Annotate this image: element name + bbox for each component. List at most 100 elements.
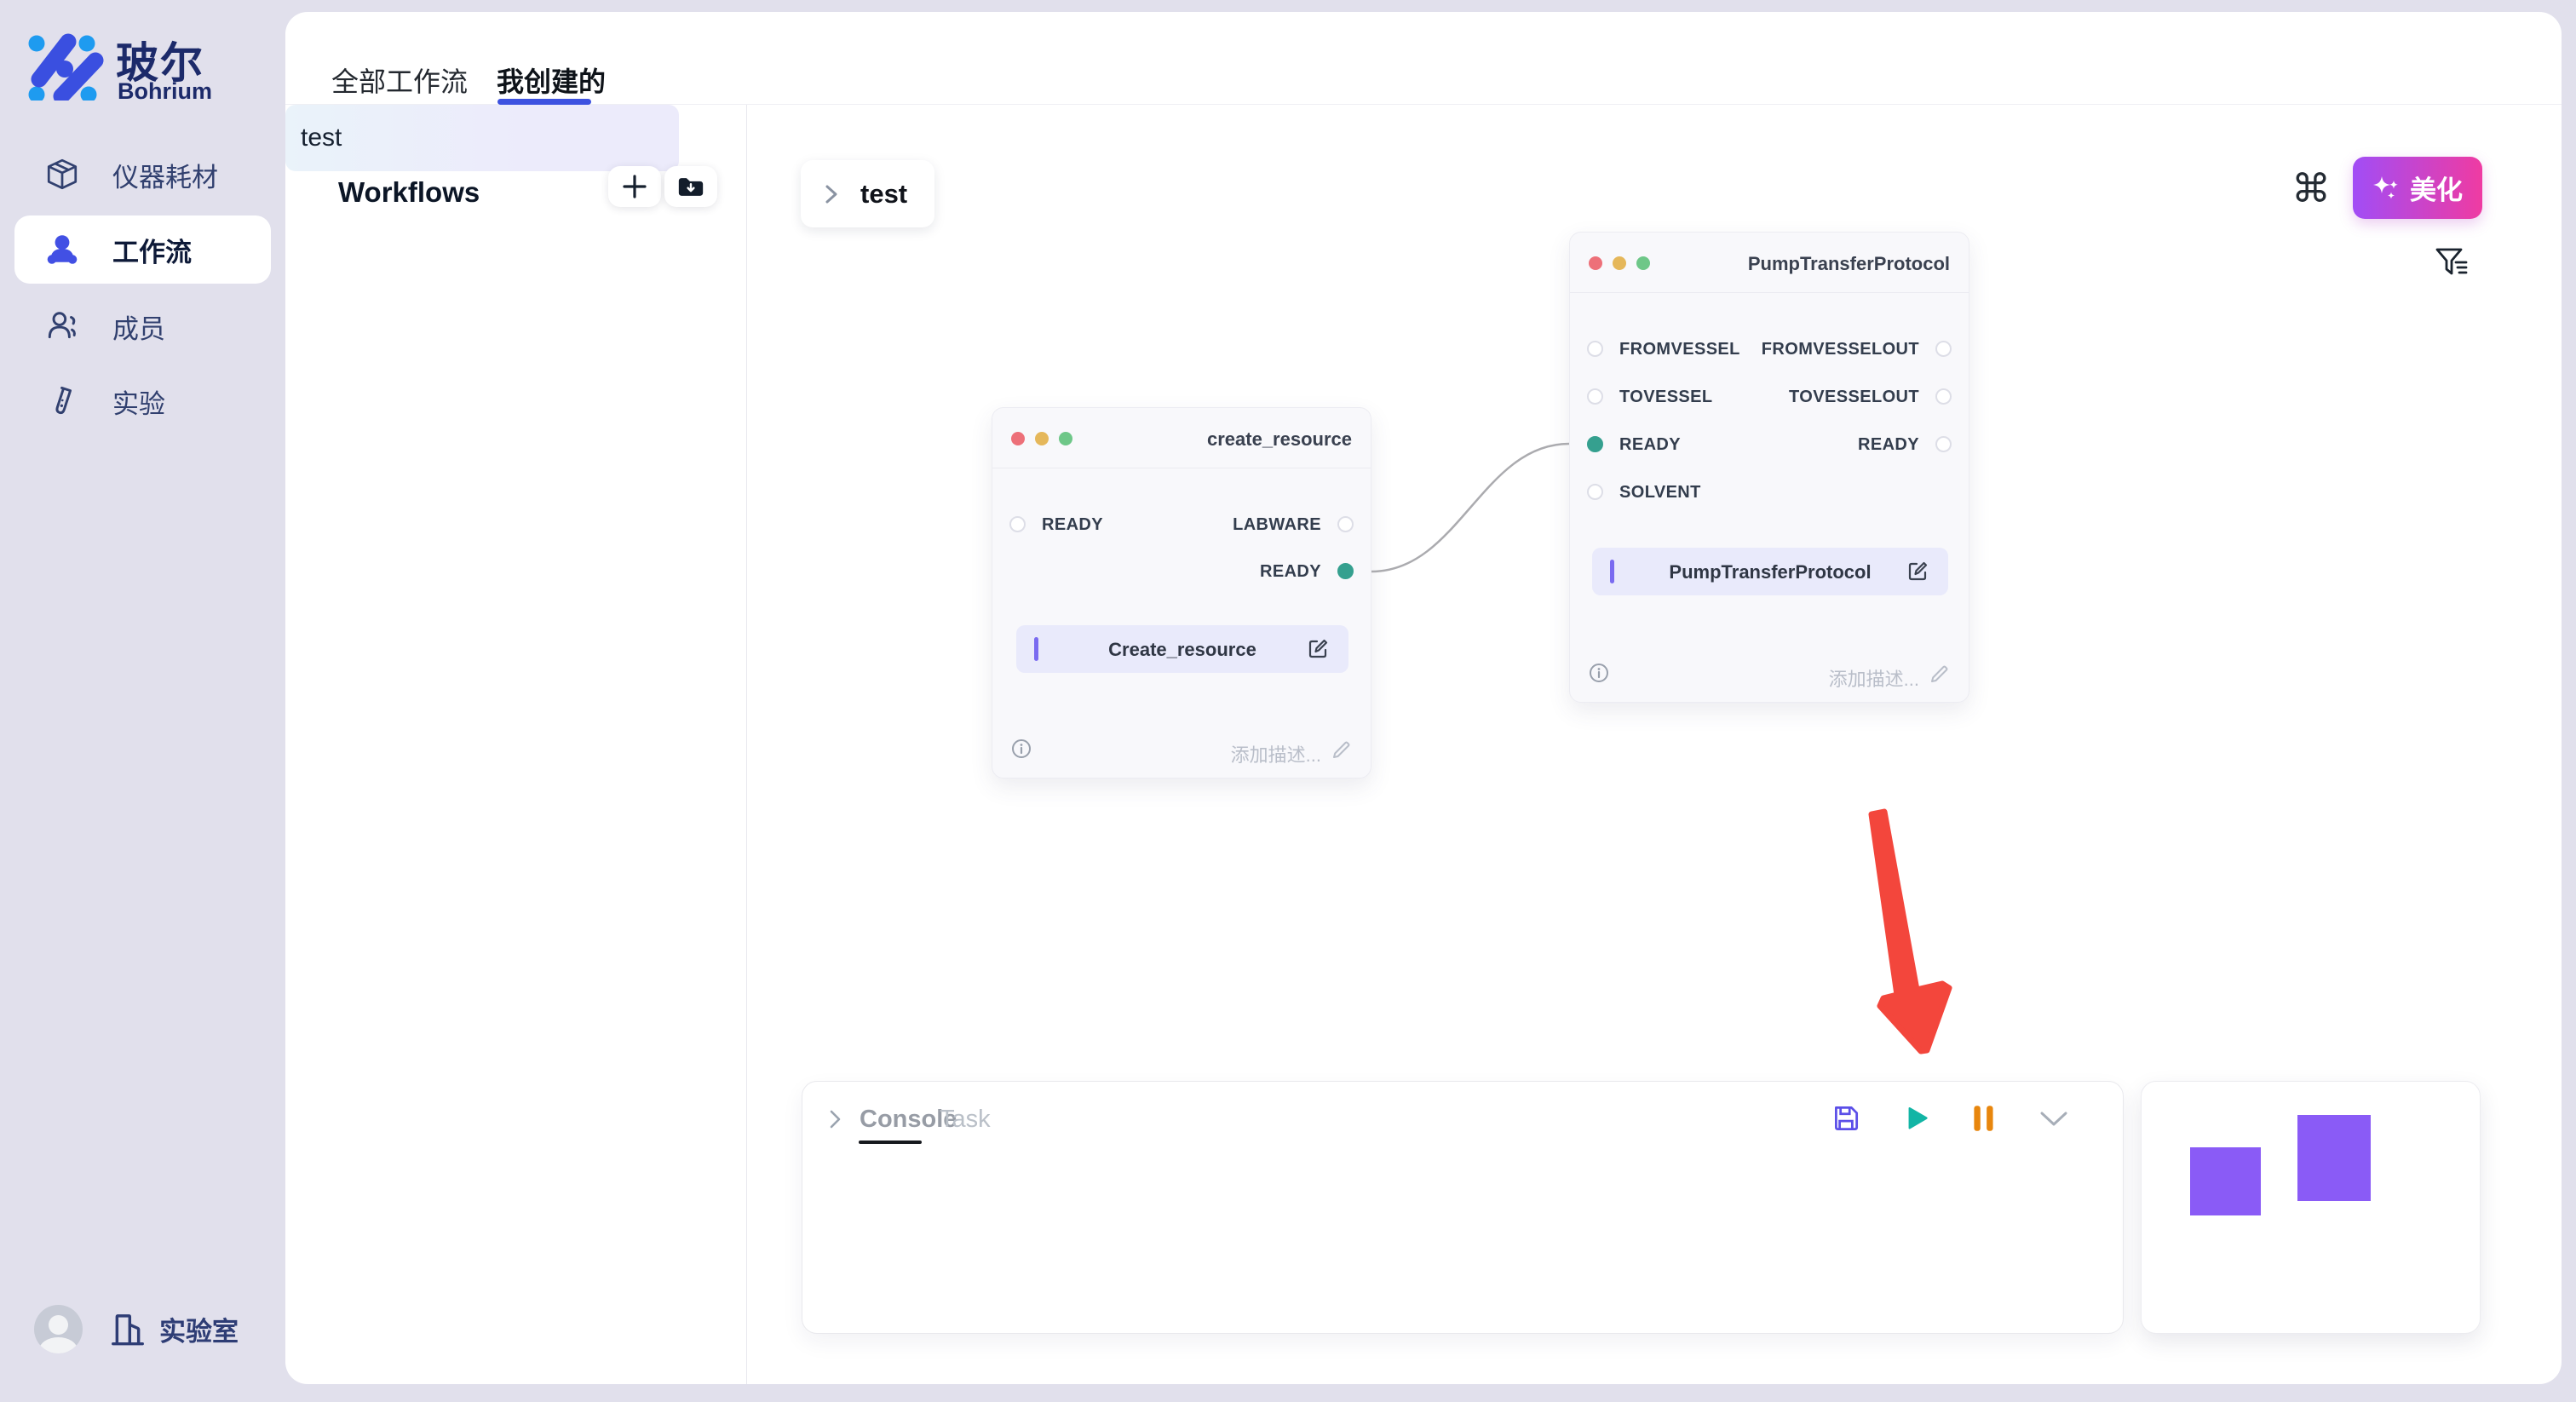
plus-icon xyxy=(623,175,647,198)
traffic-yellow-dot xyxy=(1613,256,1626,270)
info-icon[interactable] xyxy=(1589,663,1609,683)
node-footer: 添加描述... xyxy=(992,721,1371,778)
output-port-fromvesselout[interactable] xyxy=(1935,341,1952,357)
console-tab[interactable]: Console xyxy=(860,1106,957,1133)
workflow-list-item[interactable]: test xyxy=(285,105,679,171)
traffic-yellow-dot xyxy=(1035,432,1049,445)
sidebar: 玻尔 Bohrium 仪器耗材 工作流 成员 xyxy=(0,0,285,1402)
sidebar-item-instruments[interactable]: 仪器耗材 xyxy=(14,141,271,209)
output-port-ready-connected[interactable] xyxy=(1337,563,1354,579)
node-title: PumpTransferProtocol xyxy=(1747,253,1950,274)
pause-icon[interactable] xyxy=(1971,1102,1997,1135)
main-panel: 全部工作流 我创建的 Workflows test test ⌘ xyxy=(285,12,2562,1384)
port-label: LABWARE xyxy=(1233,515,1321,534)
test-tube-icon xyxy=(55,386,72,415)
box-icon xyxy=(47,158,78,190)
node-footer: 添加描述... xyxy=(1570,646,1969,702)
user-avatar[interactable] xyxy=(34,1305,83,1353)
node-header: PumpTransferProtocol xyxy=(1570,233,1969,293)
input-port-ready-connected[interactable] xyxy=(1587,436,1603,452)
console-panel: Console Task xyxy=(802,1081,2124,1334)
node-action-button[interactable]: PumpTransferProtocol xyxy=(1592,548,1948,595)
console-active-underline xyxy=(859,1141,922,1144)
workflows-panel-title: Workflows xyxy=(338,176,480,208)
logo-title: 玻尔 xyxy=(116,39,204,87)
active-tab-underline xyxy=(497,99,591,105)
traffic-red-dot xyxy=(1589,256,1602,270)
chevron-right-icon xyxy=(825,185,837,203)
output-port-labware[interactable] xyxy=(1337,516,1354,532)
traffic-green-dot xyxy=(1636,256,1650,270)
pencil-icon[interactable] xyxy=(1929,663,1950,684)
port-row: TOVESSEL TOVESSELOUT xyxy=(1570,388,1969,406)
port-row: READY xyxy=(992,562,1371,581)
sidebar-item-label: 成员 xyxy=(112,313,165,344)
action-accent-bar xyxy=(1034,637,1038,661)
import-folder-button[interactable] xyxy=(664,166,717,207)
workflow-icon xyxy=(47,235,78,264)
action-label: Create_resource xyxy=(1108,639,1256,660)
description-placeholder[interactable]: 添加描述... xyxy=(1230,744,1321,766)
add-workflow-button[interactable] xyxy=(608,166,661,207)
port-row: READY READY xyxy=(1570,435,1969,454)
collapse-chevron-down-icon[interactable] xyxy=(2038,1109,2070,1129)
beautify-label: 美化 xyxy=(2410,175,2463,205)
port-label: SOLVENT xyxy=(1619,483,1701,502)
edit-icon[interactable] xyxy=(1906,560,1929,583)
node-pump-transfer-protocol[interactable]: PumpTransferProtocol FROMVESSEL FROMVESS… xyxy=(1569,232,1969,703)
node-create-resource[interactable]: create_resource READY LABWARE READY Crea… xyxy=(992,407,1371,779)
minimap-node-rect xyxy=(2190,1147,2261,1215)
port-row: READY LABWARE xyxy=(992,515,1371,534)
port-label: READY xyxy=(1857,435,1919,454)
input-port-fromvessel[interactable] xyxy=(1587,341,1603,357)
sidebar-item-label: 实验 xyxy=(112,388,165,419)
input-port-ready[interactable] xyxy=(1009,516,1026,532)
workflows-panel: Workflows test xyxy=(285,105,747,1384)
port-label: FROMVESSEL xyxy=(1619,340,1740,359)
beautify-button[interactable]: 美化 xyxy=(2353,157,2482,219)
bohrium-logo-icon xyxy=(28,33,104,101)
sidebar-item-label: 仪器耗材 xyxy=(112,162,218,192)
output-port-tovesselout[interactable] xyxy=(1935,388,1952,405)
output-port-ready[interactable] xyxy=(1935,436,1952,452)
pencil-icon[interactable] xyxy=(1331,738,1352,760)
port-row: SOLVENT xyxy=(1570,483,1969,502)
sparkles-icon xyxy=(2373,175,2398,198)
node-action-button[interactable]: Create_resource xyxy=(1016,625,1348,673)
sidebar-item-experiments[interactable]: 实验 xyxy=(14,367,271,435)
action-label: PumpTransferProtocol xyxy=(1669,561,1872,583)
tab-my-created[interactable]: 我创建的 xyxy=(497,66,607,97)
port-row: FROMVESSEL FROMVESSELOUT xyxy=(1570,340,1969,359)
minimap[interactable] xyxy=(2141,1081,2481,1334)
canvas-breadcrumb[interactable]: test xyxy=(801,160,934,227)
members-icon xyxy=(48,312,76,339)
save-icon[interactable] xyxy=(1830,1102,1862,1135)
minimap-node-rect xyxy=(2297,1115,2371,1201)
port-label: READY xyxy=(1042,515,1104,534)
workspace-label[interactable]: 实验室 xyxy=(159,1317,239,1347)
command-palette-icon[interactable]: ⌘ xyxy=(2291,166,2331,210)
top-tabbar: 全部工作流 我创建的 xyxy=(285,12,2562,105)
port-label: READY xyxy=(1259,562,1321,581)
info-icon[interactable] xyxy=(1011,738,1032,759)
tab-all-workflows[interactable]: 全部工作流 xyxy=(331,66,469,97)
action-accent-bar xyxy=(1610,560,1614,583)
run-play-icon[interactable] xyxy=(1900,1102,1932,1135)
console-collapse-chevron-icon[interactable] xyxy=(825,1107,845,1131)
input-port-tovessel[interactable] xyxy=(1587,388,1603,405)
traffic-red-dot xyxy=(1011,432,1025,445)
filter-icon[interactable] xyxy=(2432,242,2471,281)
sidebar-footer: 实验室 xyxy=(34,1305,239,1353)
description-placeholder[interactable]: 添加描述... xyxy=(1828,669,1919,690)
logo-subtitle: Bohrium xyxy=(118,78,212,104)
node-header: create_resource xyxy=(992,408,1371,468)
sidebar-item-members[interactable]: 成员 xyxy=(14,292,271,360)
input-port-solvent[interactable] xyxy=(1587,484,1603,500)
folder-download-icon xyxy=(678,178,704,196)
lab-building-icon xyxy=(112,1313,144,1345)
task-tab[interactable]: Task xyxy=(940,1106,991,1133)
sidebar-item-workflows[interactable]: 工作流 xyxy=(14,215,271,284)
workflow-item-name: test xyxy=(301,124,342,152)
port-label: FROMVESSELOUT xyxy=(1761,340,1919,359)
edit-icon[interactable] xyxy=(1307,637,1330,660)
